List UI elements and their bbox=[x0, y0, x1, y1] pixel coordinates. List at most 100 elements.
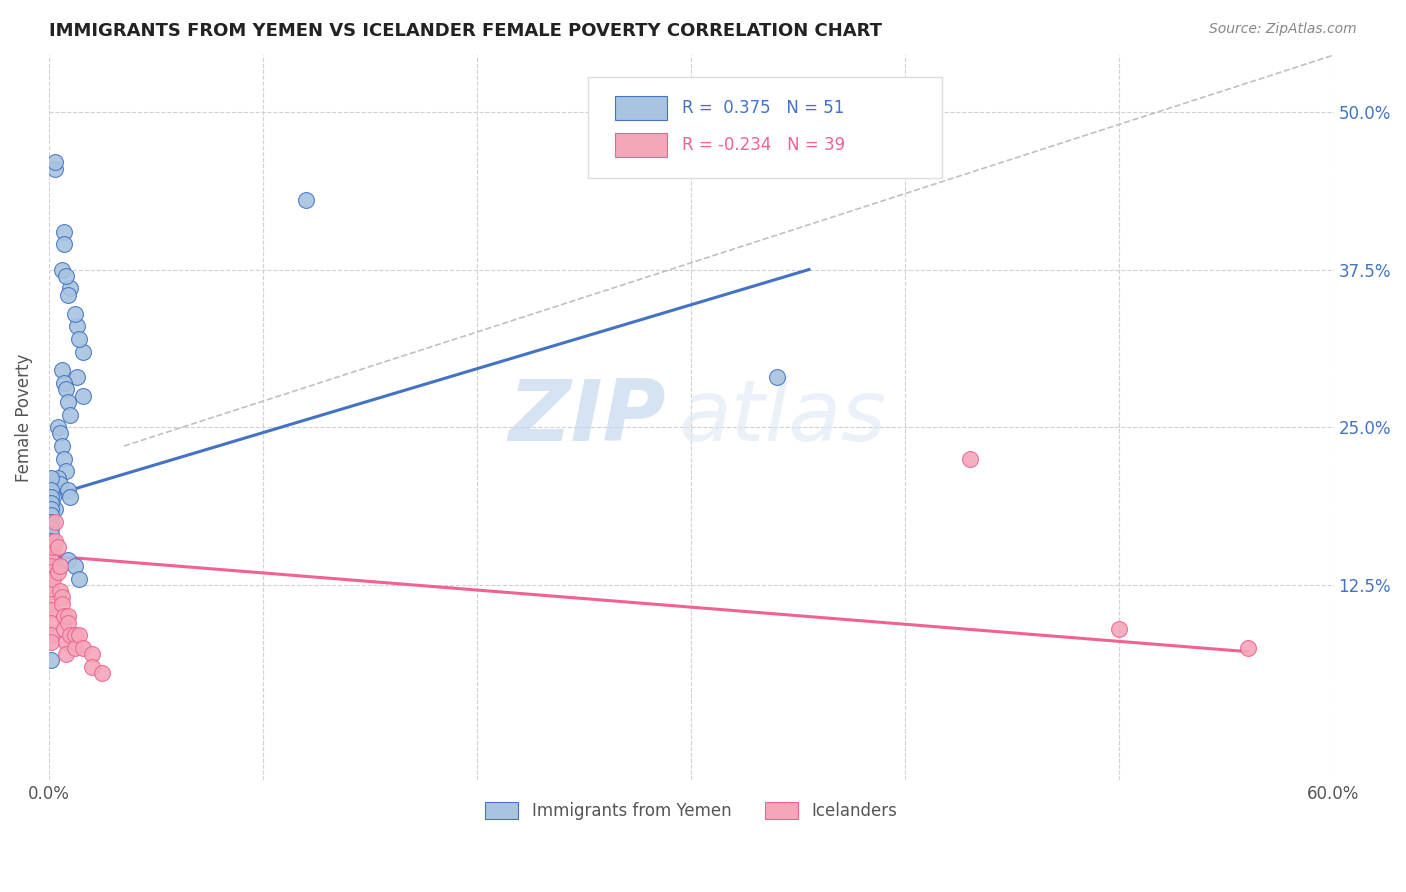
Point bbox=[55, 464, 77, 478]
Point bbox=[66, 369, 89, 384]
Point bbox=[59, 490, 82, 504]
FancyBboxPatch shape bbox=[616, 134, 666, 157]
Point bbox=[1237, 640, 1260, 655]
Point bbox=[39, 496, 62, 510]
Point bbox=[80, 647, 103, 661]
Point bbox=[39, 572, 62, 586]
Point bbox=[39, 578, 62, 592]
Point bbox=[51, 363, 73, 377]
Point bbox=[91, 666, 114, 681]
Point bbox=[67, 628, 90, 642]
Point bbox=[52, 237, 75, 252]
Point bbox=[58, 483, 80, 498]
Legend: Immigrants from Yemen, Icelanders: Immigrants from Yemen, Icelanders bbox=[478, 795, 904, 826]
Point bbox=[39, 490, 62, 504]
Point bbox=[44, 533, 66, 548]
Point bbox=[39, 615, 62, 630]
Point bbox=[80, 660, 103, 674]
Text: Source: ZipAtlas.com: Source: ZipAtlas.com bbox=[1209, 22, 1357, 37]
Point bbox=[58, 552, 80, 566]
Point bbox=[51, 591, 73, 605]
Point bbox=[44, 161, 66, 176]
Point bbox=[46, 470, 69, 484]
Point bbox=[67, 572, 90, 586]
FancyBboxPatch shape bbox=[589, 77, 942, 178]
Point bbox=[39, 597, 62, 611]
Point bbox=[46, 420, 69, 434]
Point bbox=[51, 439, 73, 453]
Point bbox=[39, 483, 62, 498]
Point bbox=[39, 540, 62, 554]
Point bbox=[39, 653, 62, 667]
Point bbox=[39, 515, 62, 529]
Point bbox=[63, 640, 86, 655]
Point bbox=[52, 451, 75, 466]
Text: ZIP: ZIP bbox=[508, 376, 665, 459]
Point bbox=[52, 225, 75, 239]
Point bbox=[295, 193, 318, 207]
Point bbox=[42, 572, 65, 586]
Point bbox=[44, 502, 66, 516]
Point bbox=[63, 558, 86, 573]
Point bbox=[959, 451, 981, 466]
Text: R =  0.375   N = 51: R = 0.375 N = 51 bbox=[682, 99, 845, 117]
Point bbox=[55, 382, 77, 396]
Point bbox=[48, 426, 70, 441]
Text: IMMIGRANTS FROM YEMEN VS ICELANDER FEMALE POVERTY CORRELATION CHART: IMMIGRANTS FROM YEMEN VS ICELANDER FEMAL… bbox=[49, 22, 882, 40]
Point bbox=[39, 552, 62, 566]
Point bbox=[52, 376, 75, 390]
Point bbox=[39, 521, 62, 535]
Point bbox=[67, 332, 90, 346]
Point bbox=[42, 540, 65, 554]
Point bbox=[39, 470, 62, 484]
Point bbox=[39, 565, 62, 579]
Point bbox=[42, 490, 65, 504]
Point bbox=[39, 546, 62, 560]
Point bbox=[39, 502, 62, 516]
Point bbox=[39, 558, 62, 573]
Point bbox=[72, 344, 94, 359]
FancyBboxPatch shape bbox=[616, 96, 666, 120]
Point bbox=[1108, 622, 1130, 636]
Point bbox=[66, 319, 89, 334]
Point bbox=[58, 395, 80, 409]
Point bbox=[39, 578, 62, 592]
Point bbox=[55, 647, 77, 661]
Point bbox=[52, 622, 75, 636]
Point bbox=[39, 603, 62, 617]
Point bbox=[48, 477, 70, 491]
Point bbox=[63, 628, 86, 642]
Point bbox=[48, 558, 70, 573]
Point bbox=[39, 584, 62, 599]
Point bbox=[766, 369, 789, 384]
Point bbox=[51, 597, 73, 611]
Point bbox=[51, 262, 73, 277]
Point bbox=[39, 565, 62, 579]
Point bbox=[55, 634, 77, 648]
Point bbox=[59, 281, 82, 295]
Point bbox=[52, 609, 75, 624]
Point bbox=[44, 515, 66, 529]
Point bbox=[63, 307, 86, 321]
Point bbox=[44, 155, 66, 169]
Point bbox=[39, 628, 62, 642]
Text: atlas: atlas bbox=[679, 376, 886, 459]
Point bbox=[39, 546, 62, 560]
Point bbox=[59, 408, 82, 422]
Point bbox=[46, 565, 69, 579]
Point bbox=[72, 640, 94, 655]
Point bbox=[39, 508, 62, 523]
Point bbox=[55, 268, 77, 283]
Point bbox=[39, 634, 62, 648]
Point bbox=[72, 389, 94, 403]
Text: R = -0.234   N = 39: R = -0.234 N = 39 bbox=[682, 136, 845, 154]
Point bbox=[46, 540, 69, 554]
Point bbox=[58, 287, 80, 301]
Point bbox=[39, 533, 62, 548]
Point bbox=[39, 552, 62, 566]
Point bbox=[39, 527, 62, 541]
Point bbox=[58, 609, 80, 624]
Y-axis label: Female Poverty: Female Poverty bbox=[15, 353, 32, 482]
Point bbox=[58, 615, 80, 630]
Point bbox=[59, 628, 82, 642]
